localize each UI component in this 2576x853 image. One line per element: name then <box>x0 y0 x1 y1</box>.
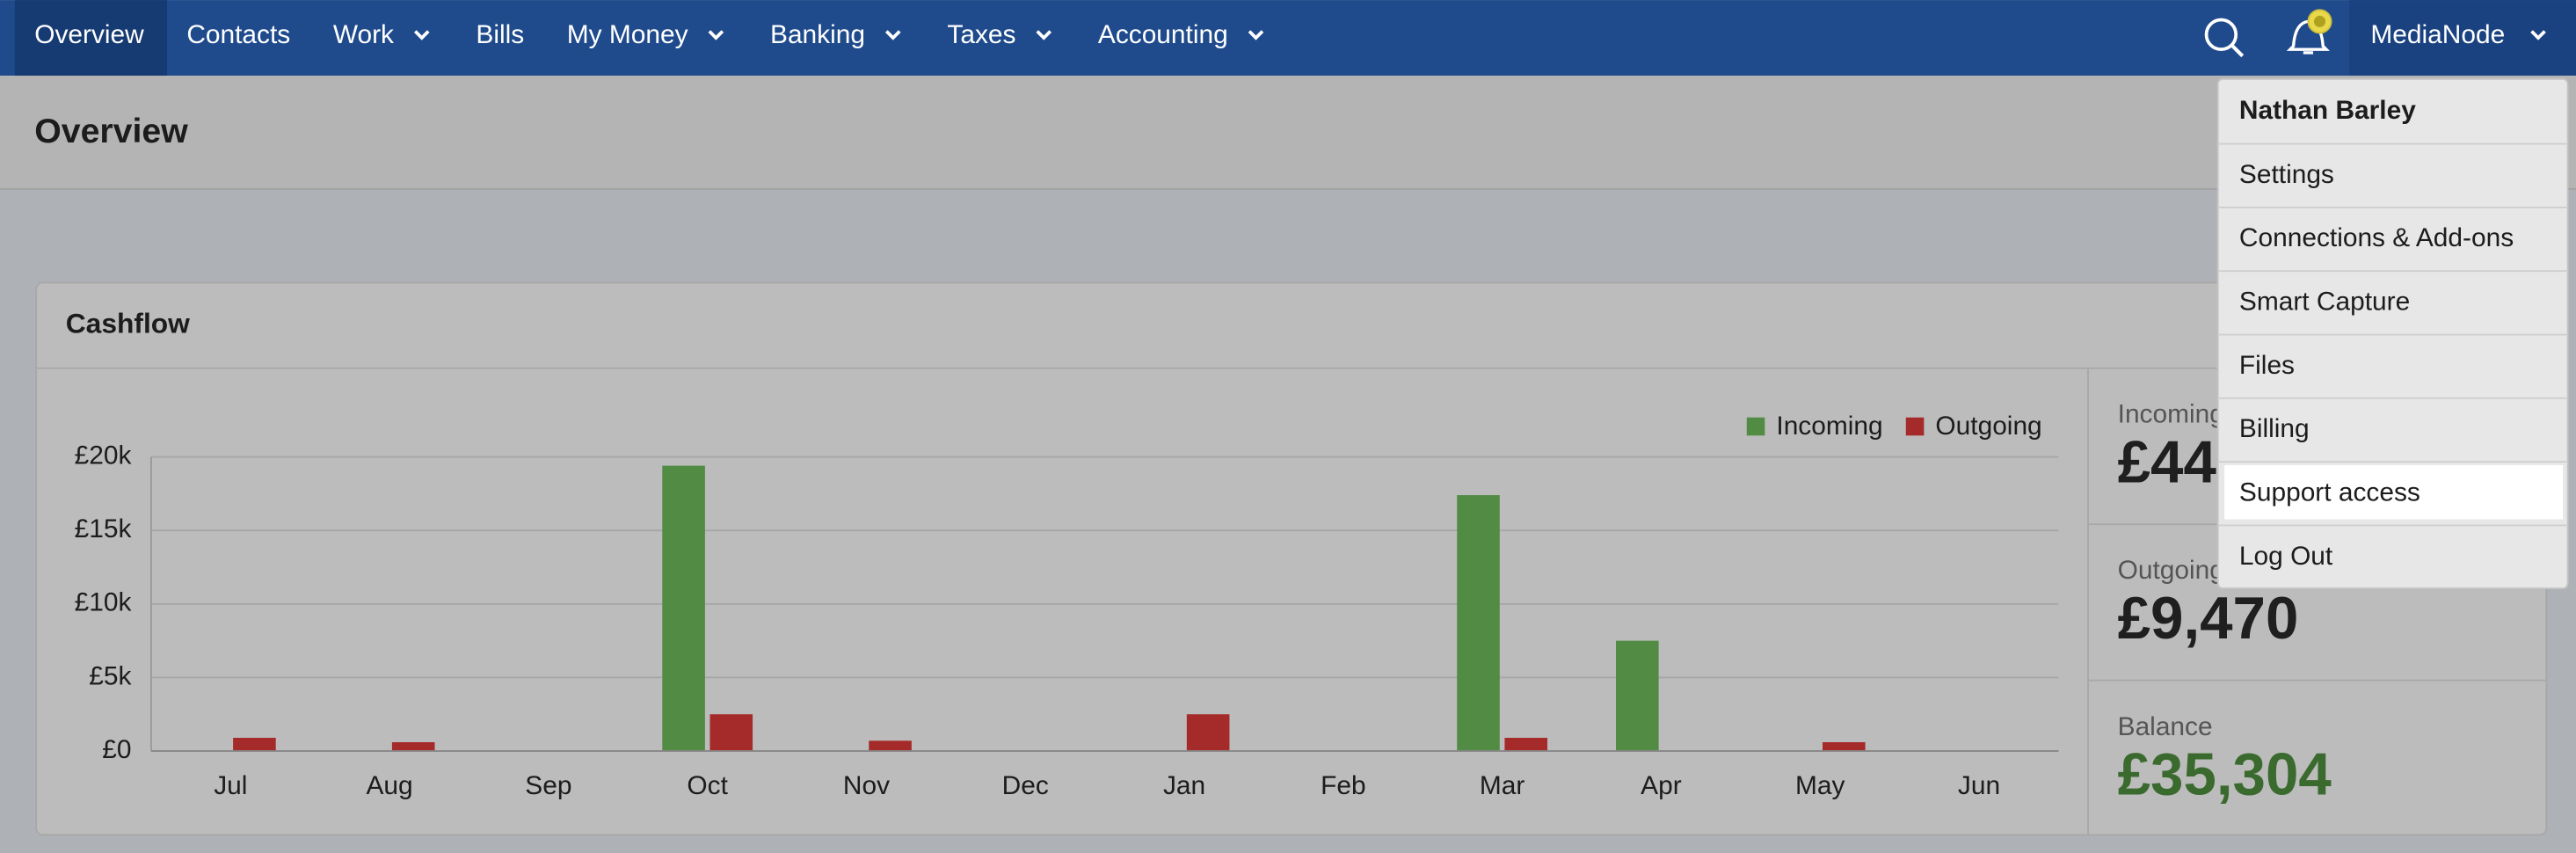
bar <box>1186 714 1230 752</box>
legend-swatch <box>1746 417 1765 436</box>
nav-chevron <box>884 30 901 40</box>
bar <box>1457 495 1500 752</box>
nav-chevron <box>1036 30 1052 40</box>
user-menu: Nathan Barley Settings Connections & Add-… <box>2216 77 2569 589</box>
page-title: Overview <box>34 112 188 150</box>
top-nav: MediaNode Overview Contacts Work Bills My Mo… <box>0 0 2576 77</box>
x-tick-label: Jul <box>214 771 247 800</box>
menu-user-name: Nathan Barley <box>2239 96 2416 125</box>
summary-label: Incoming <box>2118 400 2224 429</box>
bar <box>1823 742 1866 752</box>
y-tick-label: £15k <box>75 514 132 543</box>
legend-label: Outgoing <box>1935 412 2041 441</box>
y-tick-label: £5k <box>89 661 131 690</box>
x-tick-label: Nov <box>843 771 890 800</box>
summary-value: £35,304 <box>2118 742 2332 808</box>
x-tick-label: Jan <box>1163 771 1205 800</box>
nav-item[interactable]: My Money <box>567 20 688 49</box>
y-tick-label: £0 <box>102 735 131 764</box>
nav-chevron <box>413 30 430 40</box>
bar <box>869 740 912 752</box>
x-tick-label: Feb <box>1321 771 1365 800</box>
notification-dot-core <box>2313 15 2326 27</box>
x-tick-label: Apr <box>1641 771 1682 800</box>
x-tick-label: Oct <box>687 771 728 800</box>
nav-bar <box>0 0 2576 77</box>
menu-item[interactable]: Smart Capture <box>2239 288 2410 317</box>
menu-item[interactable]: Log Out <box>2239 542 2333 571</box>
summary-value: £9,470 <box>2118 586 2299 652</box>
search-icon-handle <box>2231 44 2245 58</box>
summary-label: Outgoing <box>2118 556 2224 585</box>
nav-item[interactable]: Work <box>333 20 394 49</box>
nav-item[interactable]: Contacts <box>186 20 290 49</box>
legend-label: Incoming <box>1776 412 1882 441</box>
nav-item[interactable]: Banking <box>770 20 865 49</box>
nav-item[interactable]: Accounting <box>1098 20 1228 49</box>
menu-item[interactable]: Settings <box>2239 160 2334 189</box>
summary: Incoming£44 Outgoing£9,470 Balance£35,304 <box>2118 400 2332 808</box>
x-tick-label: Mar <box>1480 771 1525 800</box>
x-tick-label: May <box>1795 771 1845 800</box>
menu-item[interactable]: Billing <box>2239 414 2310 443</box>
card-title: Cashflow <box>66 307 190 339</box>
nav-item[interactable]: Bills <box>476 20 524 49</box>
bar <box>1504 738 1548 752</box>
menu-hover <box>2224 464 2564 520</box>
bar <box>1616 640 1659 752</box>
x-tick-label: Jun <box>1958 771 2000 800</box>
summary-value: £44 <box>2118 430 2217 496</box>
menu-item[interactable]: Connections & Add-ons <box>2239 223 2514 252</box>
nav-chevron <box>708 30 724 40</box>
nav-chevron <box>1248 30 1264 40</box>
legend-swatch <box>1905 417 1925 436</box>
page-header <box>0 76 2576 189</box>
menu-item[interactable]: Support access <box>2239 478 2420 507</box>
bar <box>709 714 753 752</box>
account-name[interactable]: MediaNode <box>2370 20 2505 49</box>
y-tick-label: £20k <box>75 441 132 470</box>
x-tick-label: Dec <box>1002 771 1049 800</box>
search-icon[interactable] <box>2204 18 2238 52</box>
bar <box>391 742 435 752</box>
nav-active <box>14 0 167 77</box>
y-tick-label: £10k <box>75 588 132 617</box>
nav-item[interactable]: Taxes <box>947 20 1015 49</box>
bar <box>233 738 276 752</box>
cashflow-chart: £0 £5k £10k £15k £20k Jul Aug Sep Oct Nov Dec Jan Fe… <box>75 412 2059 800</box>
menu-item[interactable]: Files <box>2239 351 2295 380</box>
nav-item[interactable]: Overview <box>34 20 144 49</box>
bar <box>662 465 705 752</box>
x-tick-label: Aug <box>367 771 413 800</box>
x-tick-label: Sep <box>525 771 571 800</box>
summary-label: Balance <box>2118 712 2213 741</box>
account-chevron <box>2530 30 2546 40</box>
